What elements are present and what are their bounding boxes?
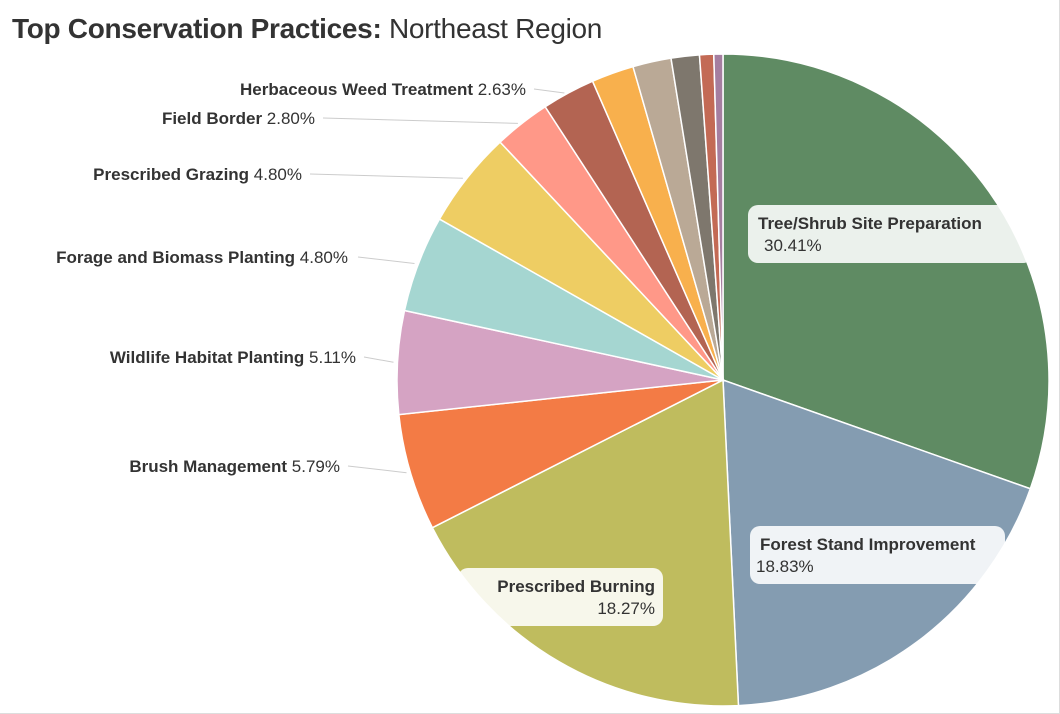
slice-label-value: 5.79% [292,457,340,476]
slice-label-name: Field Border [162,109,267,128]
slice-label-name: Herbaceous Weed Treatment [240,80,478,99]
slice-label-value: 30.41% [764,236,822,255]
slice-label-name: Prescribed Burning [497,577,655,596]
inside-label-box [750,526,1005,584]
slice-label-forage-and-biomass-planting: Forage and Biomass Planting 4.80% [56,248,348,267]
chart-title-region: Northeast Region [388,13,603,44]
leader-line [309,173,463,179]
leader-line [347,465,407,474]
leader-line [322,117,518,124]
slice-label-name: Prescribed Grazing [93,165,254,184]
slice-label-field-border: Field Border 2.80% [162,109,315,128]
slice-label-value: 4.80% [300,248,348,267]
chart-title-bold: Top Conservation Practices: [12,13,382,44]
pie-slices [396,53,1050,707]
slice-label-herbaceous-weed-treatment: Herbaceous Weed Treatment 2.63% [240,80,526,99]
leader-lines [309,88,565,474]
pie-slice-tree-shrub-site-preparation[interactable] [722,53,1050,490]
slice-label-value: 2.80% [267,109,315,128]
slice-label-value: 18.27% [597,599,655,618]
slice-label-value: 18.83% [756,557,814,576]
leader-line [533,88,565,94]
slice-label-value: 4.80% [254,165,302,184]
leader-line [357,256,415,264]
chart-title: Top Conservation Practices: Northeast Re… [12,12,602,46]
pie-slice-other[interactable] [713,53,724,381]
inside-label-box [458,568,663,626]
slice-label-name: Forage and Biomass Planting [56,248,300,267]
slice-label-name: Wildlife Habitat Planting [110,348,309,367]
inside-label-box [748,205,1033,263]
slice-label-wildlife-habitat-planting: Wildlife Habitat Planting 5.11% [110,348,356,367]
slice-labels: Tree/Shrub Site Preparation 30.41% Forest … [56,80,1033,626]
slice-label-name: Brush Management [129,457,291,476]
slice-label-name: Tree/Shrub Site Preparation [758,214,982,233]
leader-line [363,356,394,363]
slice-label-name: Forest Stand Improvement [760,535,976,554]
slice-label-value: 2.63% [478,80,526,99]
slice-label-value: 5.11% [309,348,356,367]
slice-label-prescribed-grazing: Prescribed Grazing 4.80% [93,165,302,184]
slice-label-brush-management: Brush Management 5.79% [129,457,340,476]
